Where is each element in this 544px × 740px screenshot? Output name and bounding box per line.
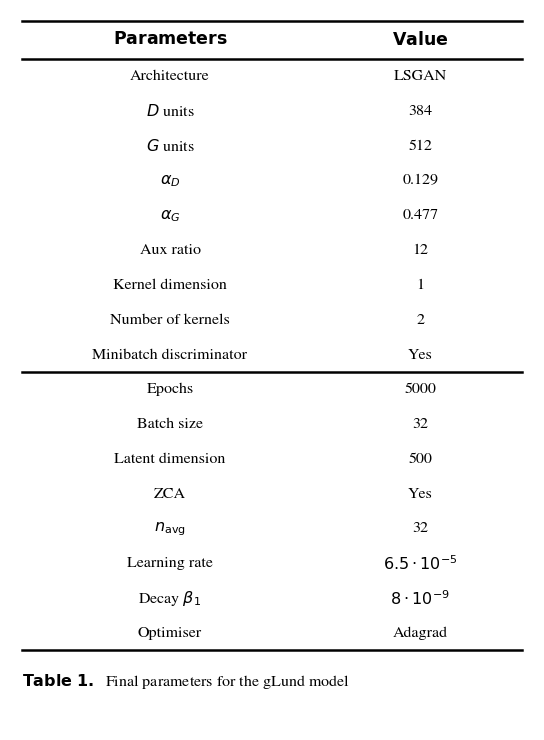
Text: Architecture: Architecture — [130, 70, 210, 84]
Text: 1: 1 — [416, 278, 424, 292]
Text: ZCA: ZCA — [154, 487, 186, 501]
Text: Epochs: Epochs — [146, 383, 194, 397]
Text: Number of kernels: Number of kernels — [110, 313, 230, 327]
Text: $G$ units: $G$ units — [146, 138, 194, 154]
Text: Decay $\beta_1$: Decay $\beta_1$ — [139, 589, 201, 608]
Text: Adagrad: Adagrad — [393, 626, 448, 640]
Text: 512: 512 — [409, 139, 432, 153]
Text: $\mathbf{Value}$: $\mathbf{Value}$ — [392, 31, 448, 49]
Text: 5000: 5000 — [404, 383, 436, 397]
Text: Yes: Yes — [408, 348, 432, 362]
Text: $\alpha_D$: $\alpha_D$ — [160, 173, 180, 189]
Text: $\mathbf{Parameters}$: $\mathbf{Parameters}$ — [113, 32, 227, 48]
Text: Kernel dimension: Kernel dimension — [113, 278, 227, 292]
Text: $n_{\mathrm{avg}}$: $n_{\mathrm{avg}}$ — [154, 520, 186, 537]
Text: Batch size: Batch size — [137, 417, 203, 431]
Text: LSGAN: LSGAN — [394, 70, 447, 84]
Text: $6.5 \cdot 10^{-5}$: $6.5 \cdot 10^{-5}$ — [383, 554, 458, 573]
Text: Latent dimension: Latent dimension — [114, 452, 226, 466]
Text: 32: 32 — [412, 417, 428, 431]
Text: Minibatch discriminator: Minibatch discriminator — [92, 348, 248, 362]
Text: 0.129: 0.129 — [402, 174, 438, 188]
Text: Learning rate: Learning rate — [127, 556, 213, 571]
Text: $\alpha_G$: $\alpha_G$ — [160, 208, 180, 223]
Text: Aux ratio: Aux ratio — [139, 243, 201, 258]
Text: 12: 12 — [412, 243, 428, 258]
Text: 32: 32 — [412, 522, 428, 536]
Text: Yes: Yes — [408, 487, 432, 501]
Text: 500: 500 — [409, 452, 432, 466]
Text: $D$ units: $D$ units — [146, 104, 194, 119]
Text: $\mathbf{Table\ 1.}$  Final parameters for the gLund model: $\mathbf{Table\ 1.}$ Final parameters fo… — [22, 672, 350, 691]
Text: 0.477: 0.477 — [402, 209, 438, 223]
Text: $8 \cdot 10^{-9}$: $8 \cdot 10^{-9}$ — [391, 589, 450, 608]
Text: 2: 2 — [416, 313, 424, 327]
Text: Optimiser: Optimiser — [138, 626, 202, 640]
Text: 384: 384 — [408, 104, 432, 118]
